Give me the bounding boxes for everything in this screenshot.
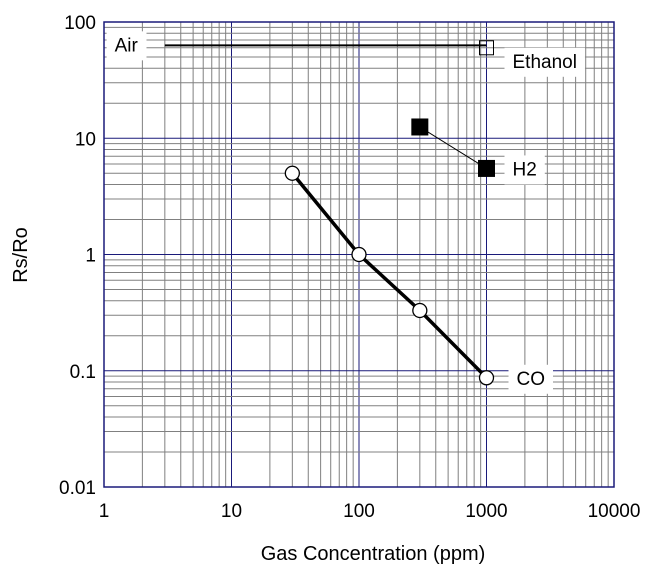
grid-lines [104, 22, 614, 487]
h2-series-line [419, 126, 487, 169]
co-data-point [351, 246, 367, 263]
y-tick-label: 0.01 [59, 478, 96, 499]
co-data-point [284, 165, 300, 181]
plot-border [103, 21, 615, 488]
ethanol-label-background [504, 47, 585, 77]
h2-label-background [504, 155, 545, 185]
h2-data-point [411, 118, 429, 136]
co-data-point [478, 370, 495, 386]
x-tick-label: 1000 [465, 501, 507, 522]
co-label-background [508, 364, 553, 394]
x-axis-title: Gas Concentration (ppm) [261, 543, 486, 565]
ethanol-data-point [479, 40, 494, 56]
co-series-line [290, 172, 488, 380]
data-series [164, 40, 495, 386]
x-tick-label: 10 [221, 501, 242, 522]
co-label: CO [517, 369, 546, 390]
co-data-point [412, 302, 428, 319]
y-tick-label: 100 [64, 13, 96, 34]
x-tick-label: 10000 [588, 501, 641, 522]
y-tick-label: 10 [75, 129, 96, 150]
series-labels: Air Ethanol H2 CO [106, 31, 585, 394]
air-label-background [106, 31, 147, 61]
h2-data-point [478, 159, 495, 177]
x-tick-label: 100 [343, 501, 375, 522]
air-label: Air [115, 35, 139, 56]
plot-frame [103, 21, 615, 488]
h2-label: H2 [513, 159, 537, 180]
x-tick-label: 1 [99, 501, 110, 522]
tick-labels: 1 10 100 1000 10000 0.01 0.1 1 10 100 [59, 13, 640, 522]
y-axis-title: Rs/Ro [10, 227, 32, 283]
y-tick-label: 0.1 [70, 362, 96, 383]
y-tick-label: 1 [85, 246, 96, 267]
ethanol-label: Ethanol [513, 52, 577, 73]
